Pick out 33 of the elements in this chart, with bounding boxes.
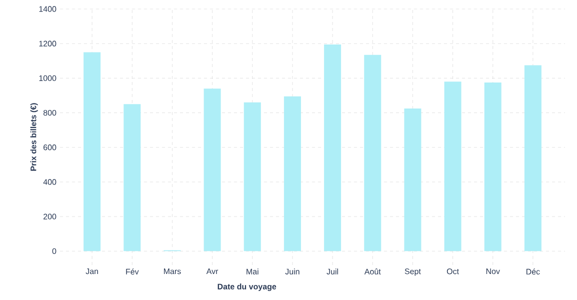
y-tick-label: 600	[44, 144, 56, 150]
bar	[364, 54, 382, 252]
x-tick-label: Nov	[486, 268, 500, 274]
x-tick-label: Juil	[326, 268, 338, 274]
x-tick-label: Août	[364, 268, 381, 274]
y-tick-label: 400	[43, 179, 56, 185]
bar	[204, 88, 221, 252]
x-tick-label: Fév	[126, 268, 139, 275]
y-tick-label: 1200	[39, 40, 56, 46]
x-tick-label: Avr	[206, 268, 218, 274]
y-tick-label: 800	[43, 110, 56, 116]
y-axis-title: Prix des billets (€)	[30, 103, 38, 171]
x-tick-label: Sept	[404, 268, 421, 276]
x-tick-label: Déc	[526, 268, 540, 275]
y-tick-label: 1000	[39, 75, 56, 82]
x-tick-label: Mars	[164, 268, 181, 274]
bar	[84, 52, 101, 252]
bar	[404, 108, 422, 252]
bar	[484, 82, 502, 252]
y-tick-label: 1400	[39, 6, 56, 12]
x-tick-label: Jan	[86, 268, 98, 274]
y-tick-label: 0	[52, 248, 56, 254]
x-tick-label: Mai	[246, 268, 258, 274]
y-tick-label: 200	[44, 214, 56, 220]
bar	[124, 104, 141, 252]
bar	[524, 65, 542, 252]
x-tick-label: Juin	[285, 268, 300, 274]
bar	[324, 44, 342, 252]
x-axis-title: Date du voyage	[218, 284, 276, 292]
bar	[244, 102, 261, 252]
x-tick-label: Oct	[446, 268, 459, 274]
bar	[284, 96, 301, 252]
bar	[444, 82, 462, 252]
